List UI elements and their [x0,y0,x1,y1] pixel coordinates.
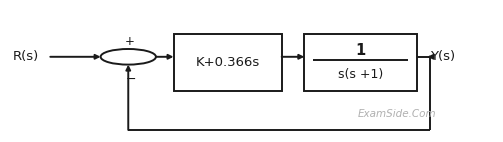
Bar [304,34,417,91]
Text: Y(s): Y(s) [430,50,455,63]
Text: +: + [124,35,134,48]
Text: −: − [126,73,136,86]
Text: K+0.366s: K+0.366s [196,56,260,69]
Text: ExamSide.Com: ExamSide.Com [358,109,437,119]
Text: s(s +1): s(s +1) [339,68,383,81]
Text: 1: 1 [356,43,366,58]
Text: R(s): R(s) [13,50,39,63]
Bar [174,34,282,91]
